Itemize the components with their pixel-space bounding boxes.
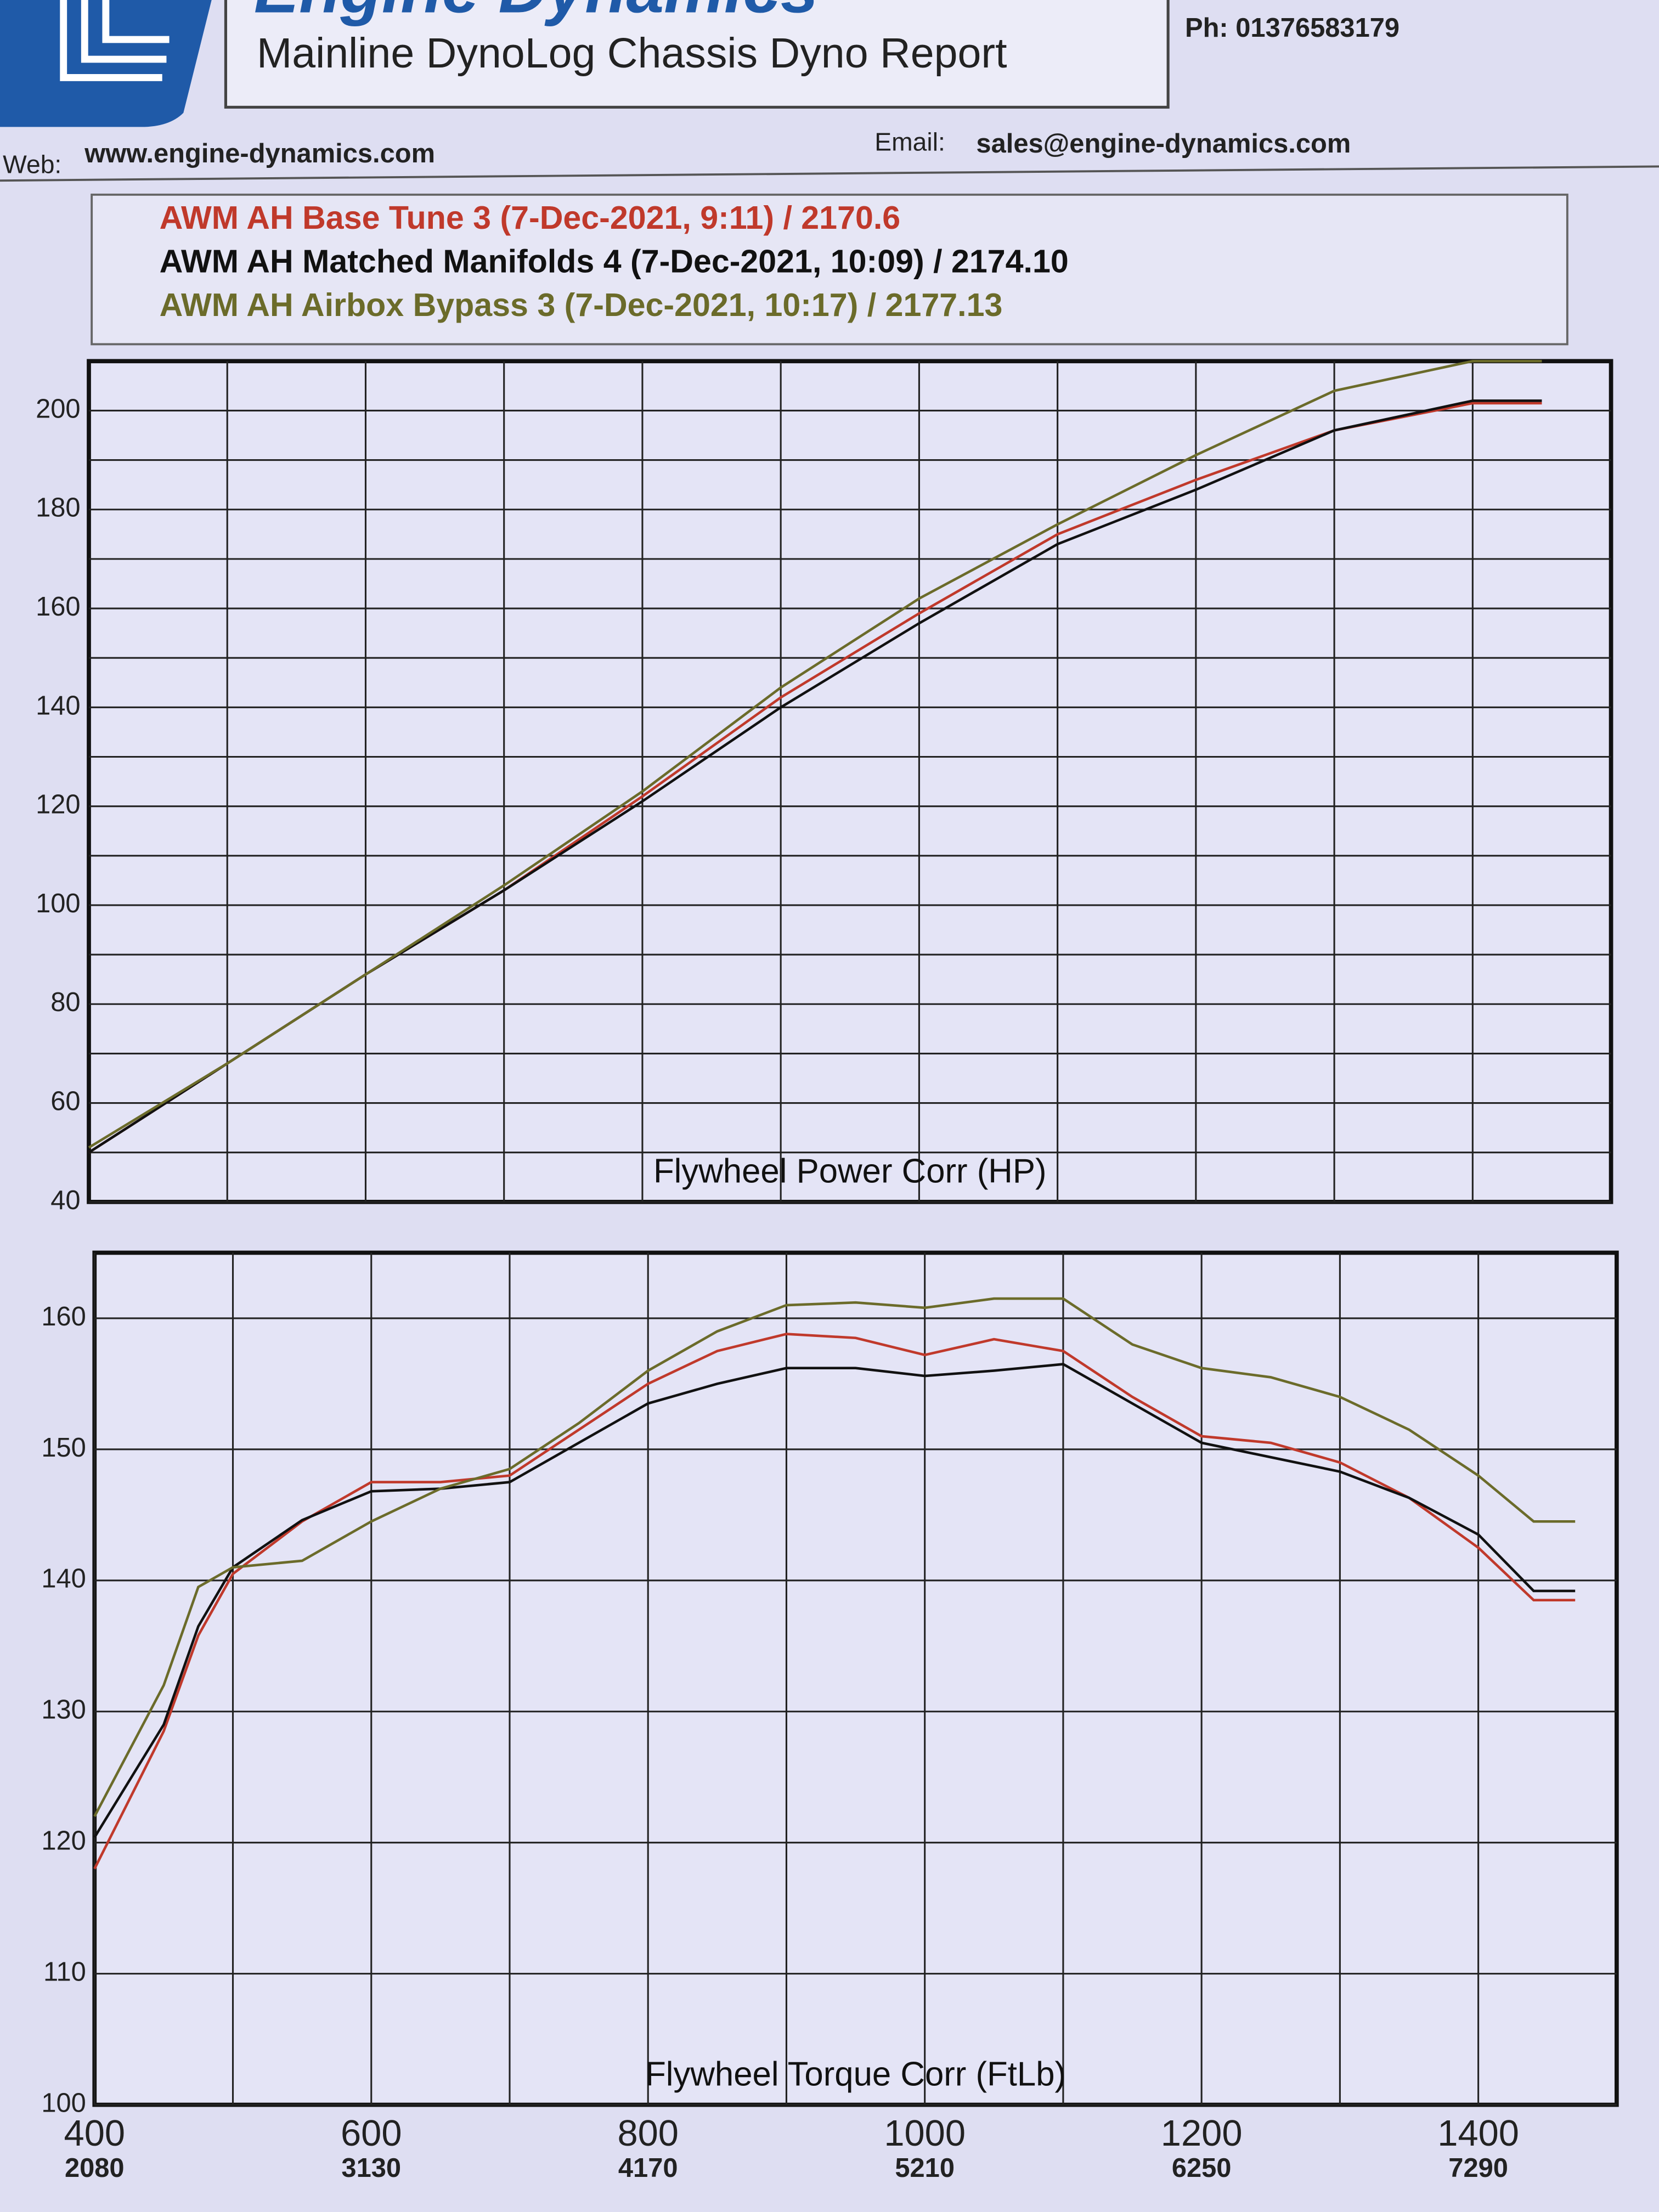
y-tick-label: 100 — [36, 889, 81, 918]
y-tick-label: 160 — [41, 1302, 86, 1331]
email-label: Email: — [874, 128, 945, 156]
y-tick-label: 80 — [50, 988, 80, 1017]
title-box — [224, 0, 1170, 109]
series-line — [88, 359, 1542, 1149]
x-tick-label: 1000 — [884, 2113, 966, 2154]
axis-title: Flywheel Torque Corr (FtLb) — [645, 2055, 1066, 2093]
x-tick-label: 1200 — [1161, 2113, 1243, 2154]
y-tick-label: 140 — [36, 691, 81, 720]
email: sales@engine-dynamics.com — [976, 129, 1351, 159]
legend-entry: AWM AH Base Tune 3 (7-Dec-2021, 9:11) / … — [160, 199, 901, 236]
x-tick-label: 400 — [64, 2113, 126, 2154]
series-line — [93, 1333, 1576, 1870]
y-tick-label: 110 — [43, 1957, 86, 1987]
y-tick-label: 150 — [41, 1433, 86, 1463]
x-tick-label: 800 — [617, 2113, 679, 2154]
legend — [91, 193, 1568, 346]
y-tick-label: 40 — [50, 1186, 80, 1215]
web-label: Web: — [3, 150, 61, 179]
series-line — [93, 1363, 1576, 1838]
x2-tick-label: 3130 — [341, 2153, 401, 2183]
y-tick-label: 100 — [41, 2088, 86, 2118]
plot-area — [87, 359, 1613, 1204]
y-tick-label: 160 — [36, 592, 81, 622]
y-tick-label: 200 — [36, 394, 81, 424]
logo-lines — [60, 0, 170, 81]
x-tick-label: 600 — [341, 2113, 402, 2154]
y-tick-label: 60 — [50, 1086, 80, 1116]
y-tick-label: 120 — [36, 790, 81, 820]
y-tick-label: 130 — [41, 1695, 86, 1725]
plot-area — [92, 1250, 1619, 2107]
logo — [0, 0, 212, 127]
x2-tick-label: 5210 — [895, 2153, 955, 2183]
phone: Ph: 01376583179 — [1185, 13, 1400, 43]
web: www.engine-dynamics.com — [84, 139, 435, 168]
brand: Engine Dynamics — [254, 0, 819, 27]
x-tick-label: 1400 — [1437, 2113, 1519, 2154]
report-title: Mainline DynoLog Chassis Dyno Report — [257, 30, 1007, 77]
x2-tick-label: 2080 — [65, 2153, 125, 2183]
y-tick-label: 180 — [36, 493, 81, 523]
legend-entry: AWM AH Airbox Bypass 3 (7-Dec-2021, 10:1… — [160, 286, 1003, 323]
x2-tick-label: 7290 — [1448, 2153, 1508, 2183]
x2-tick-label: 6250 — [1172, 2153, 1232, 2183]
series-line — [93, 1297, 1576, 1817]
x2-tick-label: 4170 — [618, 2153, 678, 2183]
axis-title: Flywheel Power Corr (HP) — [653, 1153, 1047, 1190]
y-tick-label: 140 — [41, 1564, 86, 1594]
rule — [0, 165, 1659, 182]
legend-entry: AWM AH Matched Manifolds 4 (7-Dec-2021, … — [160, 242, 1069, 279]
y-tick-label: 120 — [41, 1826, 86, 1856]
